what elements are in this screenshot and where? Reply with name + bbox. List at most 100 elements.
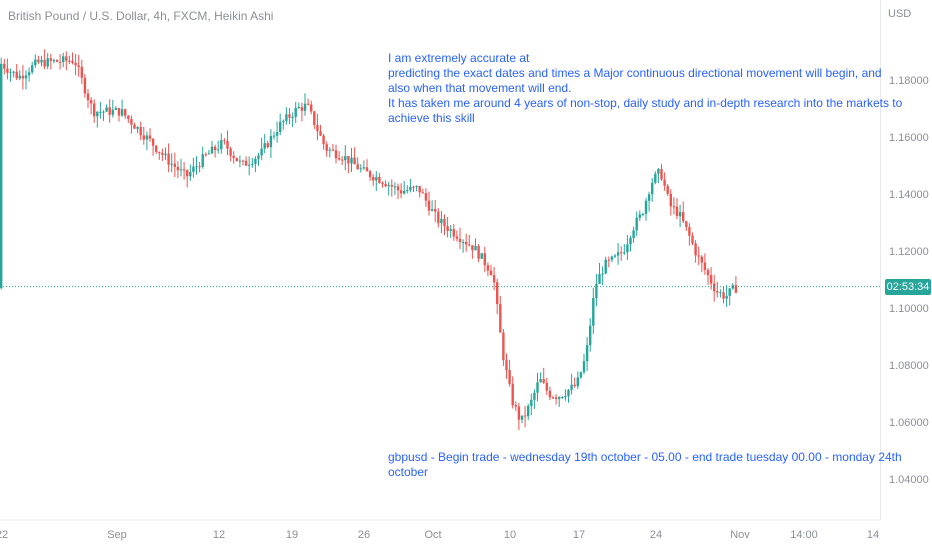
candle-body	[706, 270, 710, 276]
candle-body	[111, 109, 114, 115]
top-annotation-line: I am extremely accurate at	[388, 51, 530, 65]
candle-body	[229, 148, 232, 156]
candle-body	[465, 242, 468, 245]
candle-body	[564, 395, 567, 397]
candle-body	[471, 245, 474, 251]
candle-body	[384, 183, 387, 187]
currency-label: USD	[888, 8, 912, 20]
candle-body	[77, 65, 80, 67]
candle-body	[477, 245, 480, 259]
candle-body	[9, 71, 12, 73]
price-tick-label: 1.08000	[889, 360, 929, 372]
candle-body	[40, 59, 43, 63]
candle-body	[536, 382, 539, 393]
candle-body	[362, 167, 366, 169]
candle-body	[124, 109, 127, 116]
candle-body	[458, 238, 462, 243]
candle-body	[189, 171, 192, 177]
candle-body	[257, 155, 260, 159]
bottom-annotation[interactable]: gbpusd - Begin trade - wednesday 19th oc…	[388, 450, 902, 480]
candle-body	[415, 186, 418, 188]
candle-body	[173, 163, 176, 167]
candle-body	[65, 56, 68, 61]
candle-body	[55, 60, 59, 62]
top-annotation[interactable]: I am extremely accurate at predicting th…	[388, 51, 902, 126]
candle-body	[186, 170, 189, 177]
candle-body	[412, 186, 415, 188]
candle-body	[663, 179, 666, 186]
candle-body	[601, 273, 604, 275]
candle-body	[539, 379, 542, 383]
candle-body	[576, 377, 579, 387]
candle-body	[120, 109, 124, 116]
candle-body	[195, 166, 198, 168]
candle-body	[83, 77, 87, 94]
candle-body	[430, 209, 434, 211]
candle-body	[716, 291, 719, 293]
candle-body	[551, 397, 555, 399]
candle-body	[697, 255, 700, 257]
candle-body	[647, 194, 651, 201]
current-price-label: 02:53:34	[885, 278, 931, 295]
candle-body	[399, 190, 403, 194]
candle-body	[666, 185, 669, 194]
candle-body	[291, 116, 294, 118]
candle-body	[626, 244, 629, 253]
candle-body	[390, 185, 393, 187]
candle-body	[325, 144, 328, 151]
candle-body	[155, 145, 158, 152]
candle-body	[483, 253, 486, 266]
time-tick-label: 14	[867, 529, 879, 541]
candle-body	[427, 200, 431, 211]
time-tick-label: 24	[650, 529, 662, 541]
candle-body	[139, 127, 142, 136]
candle-body	[675, 206, 679, 217]
price-tick-label: 1.10000	[889, 303, 929, 315]
candle-body	[613, 255, 617, 257]
candle-body	[350, 157, 353, 164]
time-tick-label: Nov	[730, 529, 750, 541]
candle-body	[443, 218, 446, 227]
candle-body	[238, 160, 242, 162]
candle-body	[492, 275, 496, 283]
candle-body	[266, 143, 269, 148]
candle-body	[635, 217, 638, 231]
price-scale[interactable]: 1.18000 1.16000 1.14000 1.12000 1.10000 1.080…	[889, 75, 929, 486]
top-annotation-line: predicting the exact dates and times a M…	[388, 66, 882, 80]
chart-title: British Pound / U.S. Dollar, 4h, FXCM, H…	[8, 9, 274, 23]
candle-body	[254, 158, 257, 164]
price-tick-label: 1.16000	[889, 132, 929, 144]
candle-body	[145, 135, 149, 140]
time-tick-label: 17	[573, 529, 585, 541]
candle-body	[204, 154, 207, 156]
candle-body	[303, 103, 307, 111]
candle-body	[514, 405, 517, 407]
candle-body	[722, 292, 725, 299]
time-tick-label: 22	[0, 529, 8, 541]
candle-body	[99, 111, 102, 113]
candle-body	[623, 252, 626, 254]
candle-body	[434, 209, 437, 212]
candle-body	[607, 259, 610, 261]
candle-body	[164, 153, 167, 155]
candle-body	[300, 107, 304, 111]
bottom-annotation-line: gbpusd - Begin trade - wednesday 19th oc…	[388, 450, 902, 464]
candle-body	[43, 59, 46, 67]
price-tick-label: 1.18000	[889, 75, 929, 87]
candle-body	[272, 135, 276, 137]
candle-body	[573, 384, 576, 387]
candle-body	[499, 304, 502, 333]
candle-body	[570, 384, 573, 390]
price-tick-label: 1.12000	[889, 246, 929, 258]
candle-body	[176, 166, 180, 171]
candle-body	[682, 212, 685, 222]
candle-body	[151, 138, 155, 146]
candle-body	[703, 262, 707, 271]
candle-body	[375, 177, 378, 181]
time-scale[interactable]: 22 Sep 12 19 26 Oct 10 17 24 Nov 14:00 14	[0, 529, 879, 541]
candle-body	[657, 168, 660, 174]
candle-body	[31, 65, 34, 73]
candle-body	[12, 71, 15, 73]
candle-body	[610, 256, 614, 260]
